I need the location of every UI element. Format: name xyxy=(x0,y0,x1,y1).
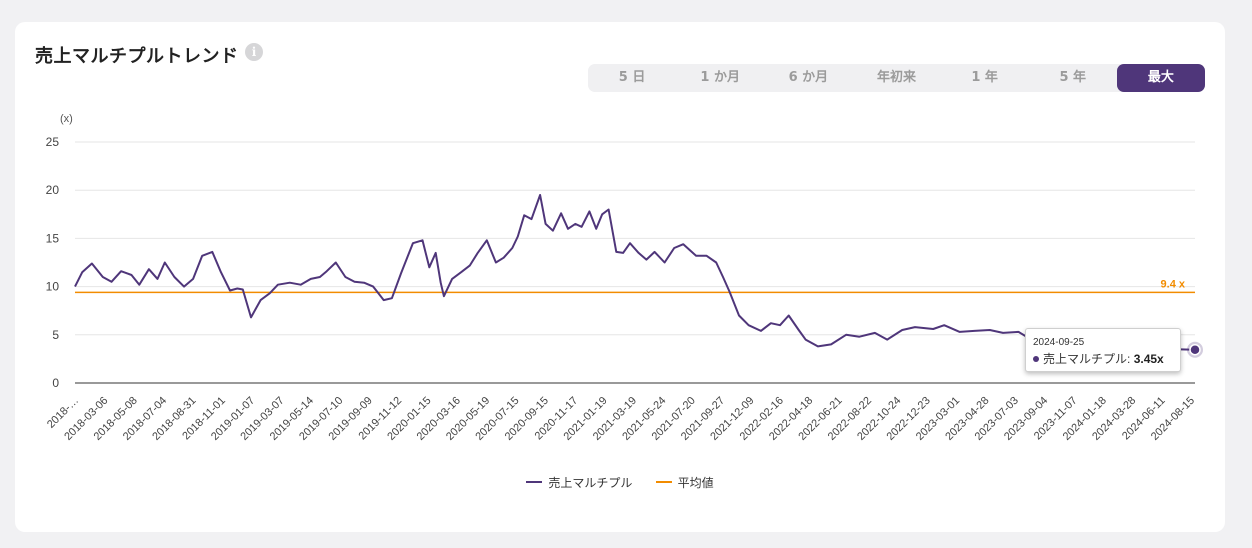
tooltip-date: 2024-09-25 xyxy=(1033,337,1085,348)
range-button-3[interactable]: 年初来 xyxy=(876,70,916,85)
tooltip-value: 3.45x xyxy=(1133,352,1164,366)
page-title: 売上マルチプルトレンド xyxy=(35,46,239,67)
average-label: 9.4 x xyxy=(1161,278,1186,290)
legend-label-average: 平均値 xyxy=(677,476,714,490)
legend-swatch-average xyxy=(655,481,672,483)
y-tick-label: 5 xyxy=(52,328,59,342)
legend-item-average[interactable]: 平均値 xyxy=(655,474,714,491)
y-tick-label: 10 xyxy=(46,280,60,294)
range-button-0[interactable]: 5 日 xyxy=(618,70,646,85)
chart-card: 売上マルチプルトレンド i 5 日 1 か月 6 か月 年初来 1 年 5 年 最大 (x)… xyxy=(15,22,1225,532)
range-button-5[interactable]: 5 年 xyxy=(1059,70,1087,85)
info-icon[interactable]: i xyxy=(245,43,263,61)
range-button-1[interactable]: 1 か月 xyxy=(700,70,740,85)
chart-legend: 売上マルチプル 平均値 xyxy=(15,474,1225,491)
tooltip-series-label: 売上マルチプル: xyxy=(1043,352,1131,366)
tooltip-row: 売上マルチプル: 3.45x xyxy=(1033,350,1164,367)
range-button-6[interactable]: 最大 xyxy=(1116,64,1205,92)
legend-swatch-series xyxy=(526,481,543,483)
y-tick-label: 25 xyxy=(46,135,60,149)
hover-point xyxy=(1189,343,1201,356)
legend-item-series[interactable]: 売上マルチプル xyxy=(526,474,632,491)
range-button-4[interactable]: 1 年 xyxy=(971,70,998,85)
chart-tooltip: 2024-09-25 売上マルチプル: 3.45x xyxy=(1025,328,1181,372)
legend-label-series: 売上マルチプル xyxy=(548,476,633,490)
series-line xyxy=(74,194,1196,351)
range-button-2[interactable]: 6 か月 xyxy=(788,70,829,85)
line-chart: (x)05101520252018-…2018-03-062018-05-082… xyxy=(45,113,1203,443)
time-range-selector: 5 日 1 か月 6 か月 年初来 1 年 5 年 最大 xyxy=(588,64,1205,92)
y-tick-label: 15 xyxy=(46,231,60,245)
y-tick-label: 0 xyxy=(52,376,59,390)
y-axis-unit: (x) xyxy=(60,113,73,125)
y-tick-label: 20 xyxy=(46,183,60,197)
tooltip-series-dot xyxy=(1033,356,1039,362)
